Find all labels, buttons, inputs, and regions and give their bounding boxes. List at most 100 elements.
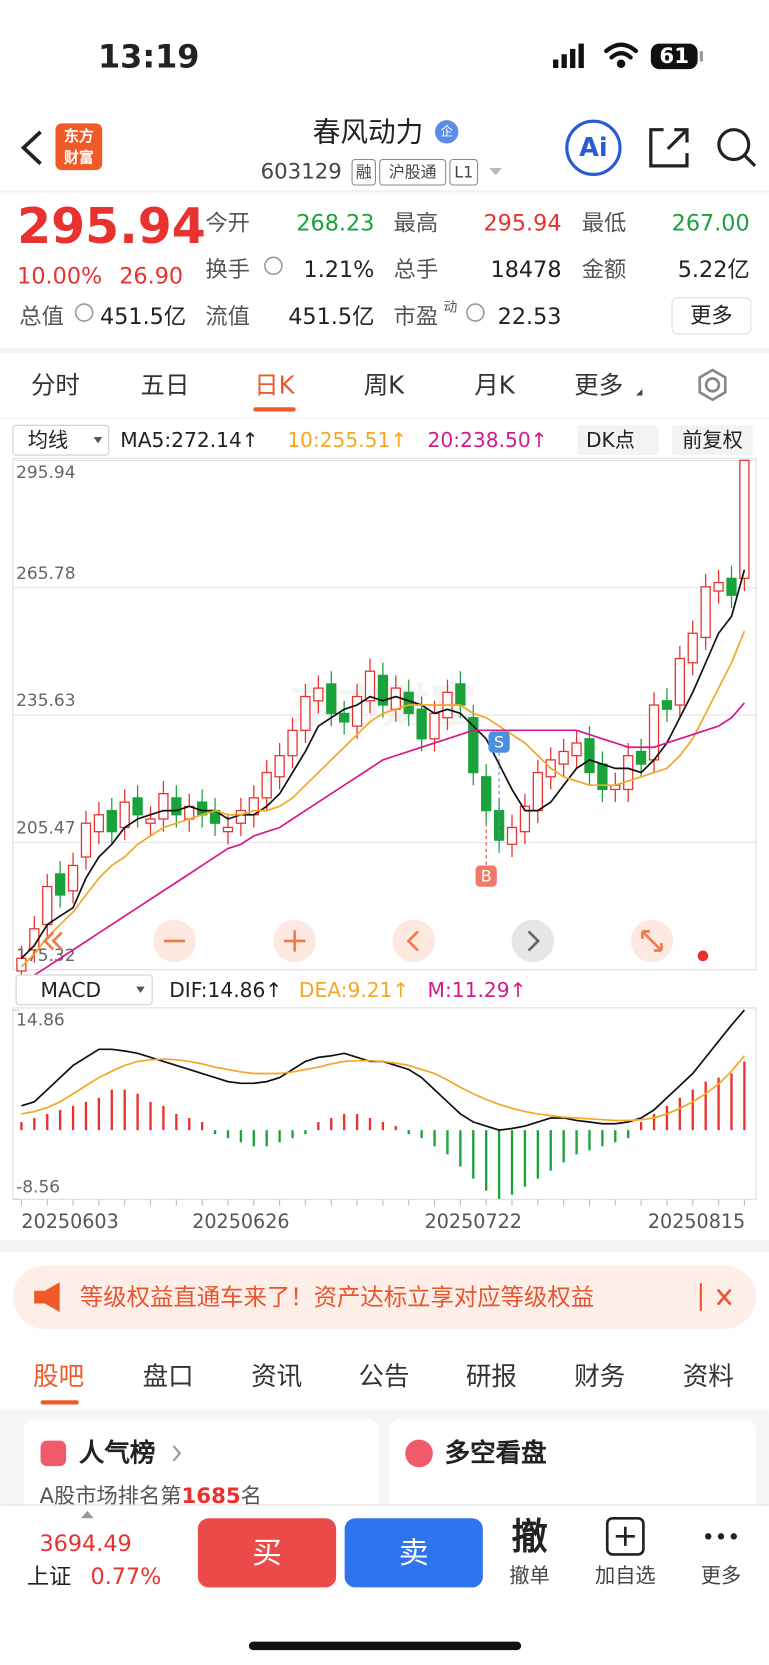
candle-body <box>390 687 401 710</box>
candle-body <box>416 708 427 740</box>
section-tab[interactable]: 财务 <box>574 1362 625 1392</box>
field-value: 268.23 <box>296 210 374 236</box>
tab[interactable]: 五日 <box>141 370 190 399</box>
dk-text[interactable]: DK点 <box>586 428 635 452</box>
badge <box>435 120 459 144</box>
candle-body <box>429 712 440 740</box>
ai-text[interactable]: Ai <box>579 133 607 163</box>
watch-icon[interactable] <box>605 1516 645 1556</box>
separator <box>0 1239 769 1253</box>
dk-button[interactable] <box>577 425 659 456</box>
fullscreen[interactable] <box>630 919 674 963</box>
candle-body <box>42 885 53 926</box>
tab[interactable]: 更多 <box>574 370 623 399</box>
info-icon[interactable] <box>264 256 283 276</box>
section-tab[interactable]: 资料 <box>683 1362 734 1392</box>
candle-body <box>54 873 66 896</box>
tab[interactable]: 周K <box>364 370 405 399</box>
stock-name: 春风动力 <box>313 115 424 148</box>
logo-text: 东方 <box>64 127 94 145</box>
macd-frame <box>12 1007 757 1200</box>
y-tick-label: 235.63 <box>16 691 75 711</box>
ma20-legend: 20:238.50↑ <box>428 428 548 452</box>
more-button[interactable] <box>671 297 752 335</box>
separator <box>0 190 769 193</box>
battery <box>650 43 698 70</box>
ma-select[interactable] <box>12 424 110 456</box>
tag: 沪股通 <box>389 163 437 182</box>
zoom-in[interactable] <box>273 919 316 963</box>
field-value: 451.5亿 <box>288 304 374 330</box>
field-label: 最低 <box>582 210 627 236</box>
macd-select[interactable] <box>15 974 153 1006</box>
search-button[interactable] <box>717 128 757 167</box>
card[interactable] <box>23 1419 379 1516</box>
card-title[interactable]: 多空看盘 <box>445 1438 547 1468</box>
banner[interactable] <box>12 1265 757 1330</box>
stock-code: 603129 <box>261 160 342 185</box>
candle-body <box>635 750 647 765</box>
rank-suffix: 名 <box>241 1483 262 1508</box>
watch-text[interactable]: 加自选 <box>595 1564 656 1588</box>
share-button[interactable] <box>649 128 689 168</box>
scroll-start[interactable] <box>42 931 63 951</box>
zoom-out[interactable] <box>153 919 196 963</box>
m-legend: M:11.29↑ <box>428 978 527 1002</box>
section-tab[interactable]: 资讯 <box>251 1362 302 1392</box>
move-right[interactable] <box>511 919 555 963</box>
index-change[interactable]: 0.77% <box>91 1564 162 1590</box>
section-tab[interactable]: 盘口 <box>143 1362 194 1392</box>
candle-body <box>713 581 724 592</box>
separator <box>0 347 769 353</box>
card-icon <box>40 1440 67 1467</box>
sell-text[interactable]: 卖 <box>399 1536 429 1571</box>
buy-text[interactable]: 买 <box>252 1536 282 1571</box>
candle-body <box>93 814 105 833</box>
more-text[interactable]: 更多 <box>690 303 733 328</box>
cancel-icon[interactable]: 撤 <box>512 1515 548 1558</box>
cancel-text[interactable]: 撤单 <box>509 1564 549 1588</box>
buy-button[interactable] <box>197 1518 337 1588</box>
more-menu-text[interactable]: 更多 <box>701 1564 741 1588</box>
index-value[interactable]: 3694.49 <box>39 1531 131 1557</box>
back-button[interactable] <box>20 130 42 166</box>
card[interactable] <box>389 1419 757 1516</box>
tag-box <box>351 158 376 186</box>
dropdown-arrow[interactable] <box>489 167 502 176</box>
banner-text[interactable]: 等级权益直通车来了！资产达标立享对应等级权益 <box>80 1283 594 1311</box>
field-label: 总值 <box>19 304 64 330</box>
field-label: 市盈 <box>394 304 439 330</box>
info-icon[interactable] <box>74 303 94 322</box>
tab[interactable]: 月K <box>474 370 515 399</box>
more-icon[interactable] <box>705 1533 737 1540</box>
candle-body <box>364 670 376 702</box>
section-tab[interactable]: 公告 <box>358 1362 409 1392</box>
tab[interactable]: 分时 <box>31 370 80 399</box>
tab[interactable]: 日K <box>254 370 295 399</box>
info-icon[interactable] <box>466 303 485 322</box>
index-name[interactable]: 上证 <box>27 1564 72 1590</box>
card-title[interactable]: 人气榜 <box>79 1438 156 1468</box>
field-value: 267.00 <box>672 210 750 236</box>
watch-plus <box>615 1526 635 1546</box>
macd-select-text[interactable]: MACD <box>41 978 102 1002</box>
candle-body <box>739 459 750 579</box>
settings-icon[interactable] <box>698 368 727 402</box>
field-label-sup: 动 <box>444 299 458 315</box>
ma-select-text[interactable]: 均线 <box>28 428 68 452</box>
candle-body <box>222 826 234 833</box>
section-tab[interactable]: 研报 <box>466 1362 517 1392</box>
close-banner[interactable] <box>716 1288 732 1306</box>
candle-body <box>648 704 660 761</box>
section-tab[interactable]: 股吧 <box>33 1362 84 1392</box>
change-pct: 10.00% <box>17 263 102 289</box>
sell-button[interactable] <box>344 1518 483 1588</box>
adjust-button[interactable] <box>672 425 753 456</box>
logo-text: 财富 <box>64 148 94 166</box>
ai-button[interactable] <box>565 119 622 176</box>
select-arrow <box>136 986 145 994</box>
status-time: 13:19 <box>98 37 199 75</box>
adjust-text[interactable]: 前复权 <box>682 428 743 452</box>
move-left[interactable] <box>392 919 436 963</box>
